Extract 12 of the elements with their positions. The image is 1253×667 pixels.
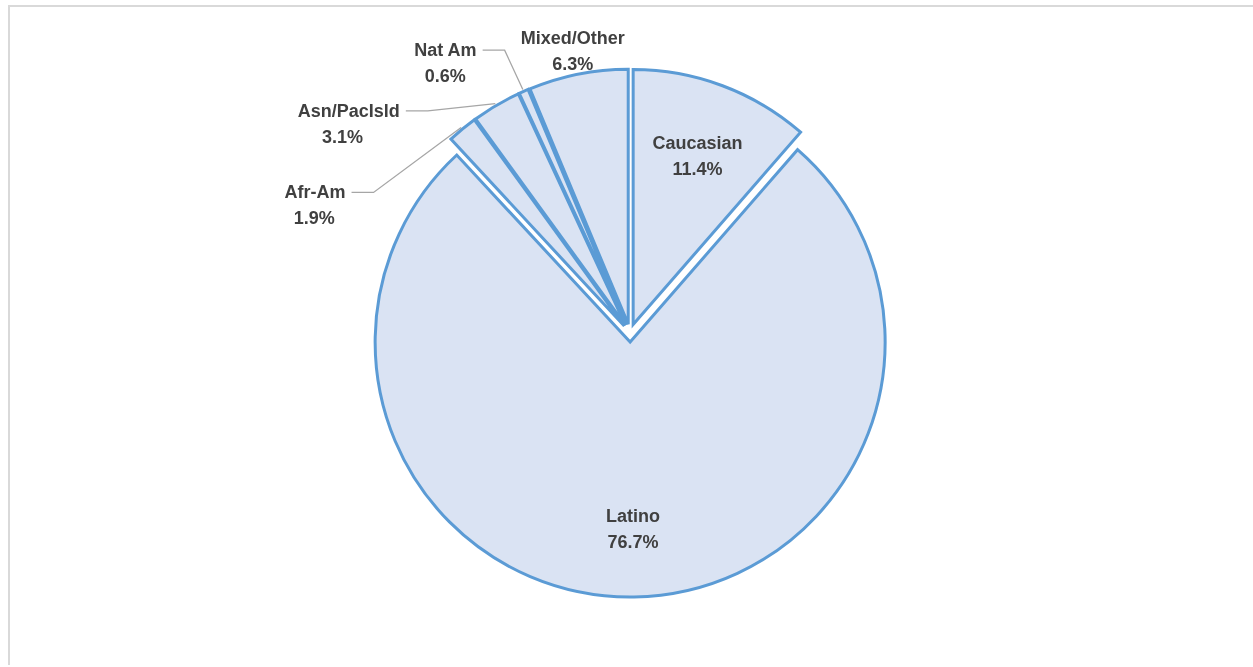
- slice-label: Latino: [606, 505, 661, 526]
- data-label: 6.3%: [552, 53, 594, 74]
- data-label: 3.1%: [321, 126, 363, 147]
- slice-label: Nat Am: [414, 40, 477, 61]
- slice-label: Afr-Am: [284, 182, 346, 203]
- data-label: 76.7%: [607, 531, 659, 552]
- data-label: 0.6%: [424, 66, 466, 87]
- data-label: 1.9%: [293, 208, 335, 229]
- slice-label: Caucasian: [652, 132, 743, 153]
- slice-label: Mixed/Other: [520, 27, 625, 48]
- slice-label: Asn/PacIsld: [297, 100, 400, 121]
- data-label: 11.4%: [672, 158, 723, 179]
